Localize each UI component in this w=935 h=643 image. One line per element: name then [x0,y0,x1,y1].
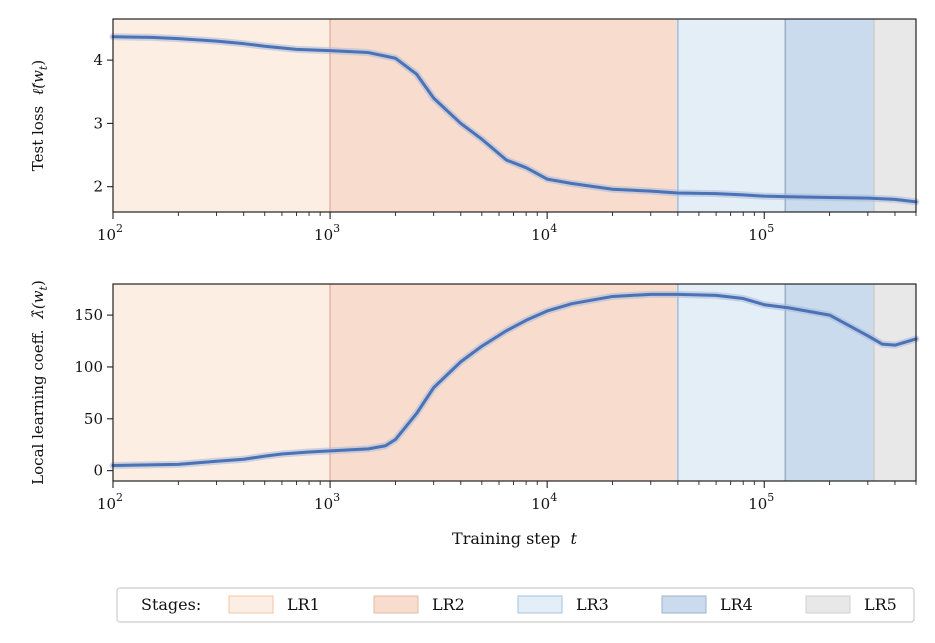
llc-y-label-math: λ̂(w [29,290,47,319]
legend-title: Stages: [141,595,201,614]
loss-y-label-text: Test loss [29,106,47,171]
y-tick-label: 3 [93,114,103,132]
legend-label: LR5 [864,595,897,614]
loss-panel: 2 3 4 102 103 104 105 Test loss ℓ̂(wt) [29,18,920,244]
x-tick-exponent: 2 [116,222,123,235]
legend-item-lr3: LR3 [517,595,609,614]
legend-swatch [517,595,563,614]
x-tick-label: 104 [531,222,557,244]
y-tick-label: 50 [84,410,103,428]
x-tick-exponent: 2 [116,491,123,504]
loss-stage-bands [113,19,916,212]
legend-item-lr1: LR1 [228,595,320,614]
x-tick-label: 105 [748,222,774,244]
stage-band-lr1 [113,284,331,481]
llc-axes-frame [112,283,917,482]
x-tick-exponent: 5 [767,222,774,235]
stage-band-lr5 [873,19,916,212]
stage-band-lr4 [785,19,874,212]
legend-item-lr4: LR4 [661,595,753,614]
x-tick-exponent: 3 [333,491,340,504]
llc-y-label-close: ) [29,280,47,286]
legend-item-lr2: LR2 [373,595,465,614]
x-tick-label: 105 [748,491,774,513]
x-tick-label: 102 [97,491,123,513]
y-tick-label: 0 [93,462,103,480]
loss-y-label-close: ) [29,60,47,66]
x-tick-label: 103 [314,222,340,244]
x-tick-label: 104 [531,491,557,513]
legend-swatch [373,595,419,614]
legend-label: LR2 [432,595,465,614]
y-tick-label: 4 [93,51,103,69]
llc-y-label-text: Local learning coeff. [29,329,47,484]
y-tick-label: 2 [93,178,103,196]
x-tick-exponent: 4 [550,491,557,504]
loss-y-label-math: ℓ̂(w [29,70,47,95]
legend-label: LR1 [287,595,320,614]
stage-band-lr3 [677,19,786,212]
loss-y-label-sub: t [37,65,50,70]
legend-label: LR4 [720,595,753,614]
loss-axes-frame [112,18,917,213]
x-tick-label: 102 [97,222,123,244]
legend-swatch [805,595,851,614]
x-tick-exponent: 3 [333,222,340,235]
legend-frame [116,587,915,623]
x-label-math: t [571,529,578,548]
loss-series [109,33,920,206]
legend-items: LR1 LR2 LR3 LR4 LR5 [228,595,897,614]
x-tick-exponent: 5 [767,491,774,504]
legend-label: LR3 [576,595,609,614]
stage-band-lr2 [330,284,678,481]
y-tick-label: 150 [74,306,103,324]
stage-band-lr5 [873,284,916,481]
legend-swatch [661,595,707,614]
series-0-line [111,35,918,204]
x-axis-label: Training step t [452,529,577,548]
x-tick-exponent: 4 [550,222,557,235]
llc-stage-bands [113,284,916,481]
llc-series [109,290,920,469]
stage-band-lr2 [330,19,678,212]
series-0-line [111,292,918,467]
legend-item-lr5: LR5 [805,595,897,614]
y-tick-label: 100 [74,358,103,376]
loss-y-axis-label: Test loss ℓ̂(wt) [29,60,50,171]
llc-panel: 0 50 100 150 102 103 104 105 Local learning coe… [29,280,920,513]
legend: Stages: LR1 LR2 LR3 LR4 LR5 [116,587,915,623]
llc-y-label-sub: t [37,285,50,290]
x-label-text: Training step [452,529,560,548]
llc-y-axis-label: Local learning coeff. λ̂(wt) [29,280,50,485]
stage-band-lr3 [677,284,786,481]
legend-swatch [228,595,274,614]
x-tick-label: 103 [314,491,340,513]
